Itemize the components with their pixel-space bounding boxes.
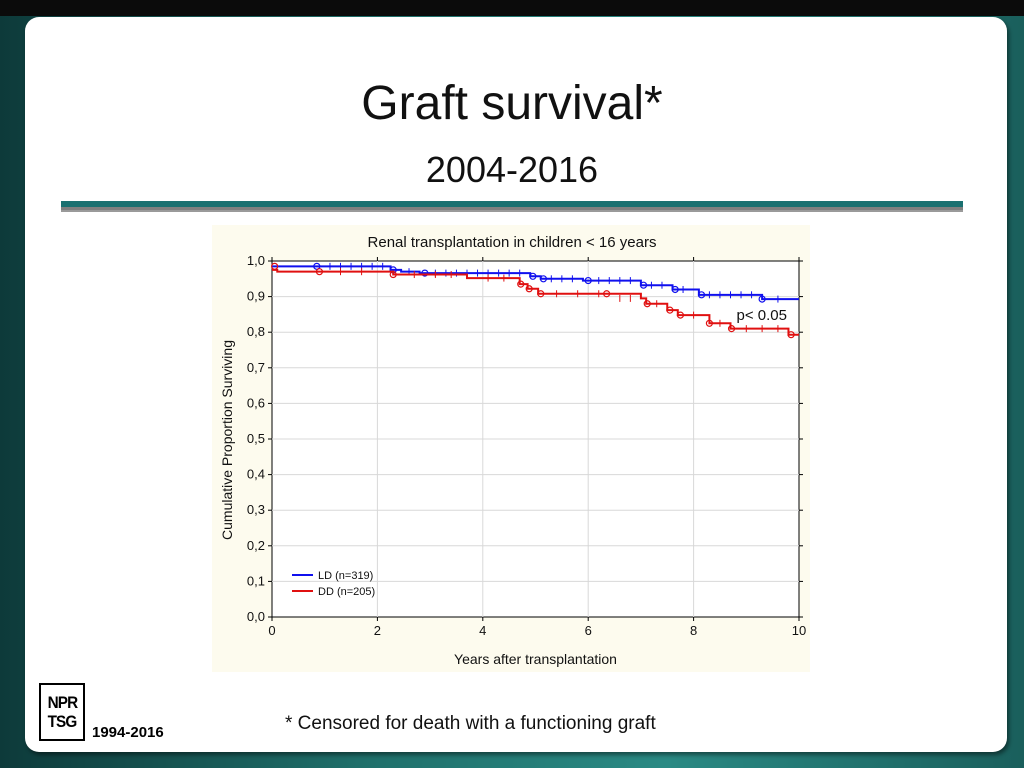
chart-legend: LD (n=319) DD (n=205) (292, 570, 375, 598)
event-marker-dd (315, 268, 324, 276)
slide-title: Graft survival* (361, 77, 663, 130)
x-tick-label: 4 (479, 623, 486, 638)
event-marker-dd (727, 325, 736, 333)
event-marker-dd (643, 300, 651, 308)
axis-layer: 0,0 0,1 0,2 0,3 0,4 0,5 0,6 0,7 0,8 0,9 1,0 0 2 4 6 8 10 (247, 253, 806, 638)
chart-title: Renal transplantation in children < 16 y… (368, 234, 657, 251)
event-marker-dd (603, 290, 611, 298)
y-tick-label: 0,3 (247, 502, 265, 517)
event-marker-dd (271, 262, 279, 270)
event-marker-ld (639, 281, 648, 289)
slide-subtitle: 2004-2016 (425, 149, 599, 190)
y-tick-label: 0,9 (247, 289, 265, 304)
grid-layer (271, 260, 800, 618)
logo-line-1: NPR (47, 693, 78, 712)
survival-chart-panel: 0,0 0,1 0,2 0,3 0,4 0,5 0,6 0,7 0,8 0,9 1,0 0 2 4 6 8 10… (212, 225, 810, 672)
legend-label-dd: DD (n=205) (318, 586, 375, 598)
y-tick-label: 1,0 (247, 253, 265, 268)
y-axis-label: Cumulative Proportion Surviving (219, 340, 235, 540)
event-marker-ld (421, 269, 429, 277)
event-marker-dd (389, 270, 397, 279)
event-marker-ld (758, 295, 766, 303)
event-marker-ld (539, 275, 548, 283)
event-marker-ld (529, 272, 537, 280)
footnote-text: * Censored for death with a functioning … (285, 713, 656, 734)
y-tick-label: 0,5 (247, 431, 265, 446)
legend-label-ld: LD (n=319) (318, 570, 373, 582)
event-marker-ld (671, 285, 679, 294)
x-tick-label: 10 (792, 623, 806, 638)
p-value-annotation: p< 0.05 (737, 307, 787, 324)
survival-chart: 0,0 0,1 0,2 0,3 0,4 0,5 0,6 0,7 0,8 0,9 1,0 0 2 4 6 8 10… (219, 234, 806, 667)
x-tick-label: 8 (690, 623, 697, 638)
x-tick-label: 2 (374, 623, 381, 638)
x-tick-label: 0 (268, 623, 275, 638)
event-marker-dd (517, 280, 525, 288)
series-layer (271, 262, 799, 339)
x-tick-label: 6 (585, 623, 592, 638)
y-tick-label: 0,8 (247, 324, 265, 339)
event-marker-dd (787, 331, 795, 339)
event-marker-dd (537, 290, 545, 298)
event-marker-ld (584, 276, 592, 285)
y-tick-label: 0,6 (247, 395, 265, 410)
y-tick-label: 0,1 (247, 573, 265, 588)
registry-years-label: 1994-2016 (92, 724, 164, 741)
title-divider (61, 201, 963, 210)
event-marker-ld (697, 291, 706, 299)
y-tick-label: 0,2 (247, 538, 265, 553)
event-marker-dd (525, 285, 533, 293)
y-tick-label: 0,0 (247, 609, 265, 624)
y-tick-label: 0,7 (247, 360, 265, 375)
nprtsg-logo: NPR TSG (39, 683, 85, 741)
y-tick-label: 0,4 (247, 467, 265, 482)
logo-line-2: TSG (47, 712, 78, 731)
x-axis-label: Years after transplantation (454, 651, 617, 667)
event-marker-dd (705, 319, 714, 327)
event-marker-dd (676, 311, 685, 319)
event-marker-dd (666, 306, 674, 314)
